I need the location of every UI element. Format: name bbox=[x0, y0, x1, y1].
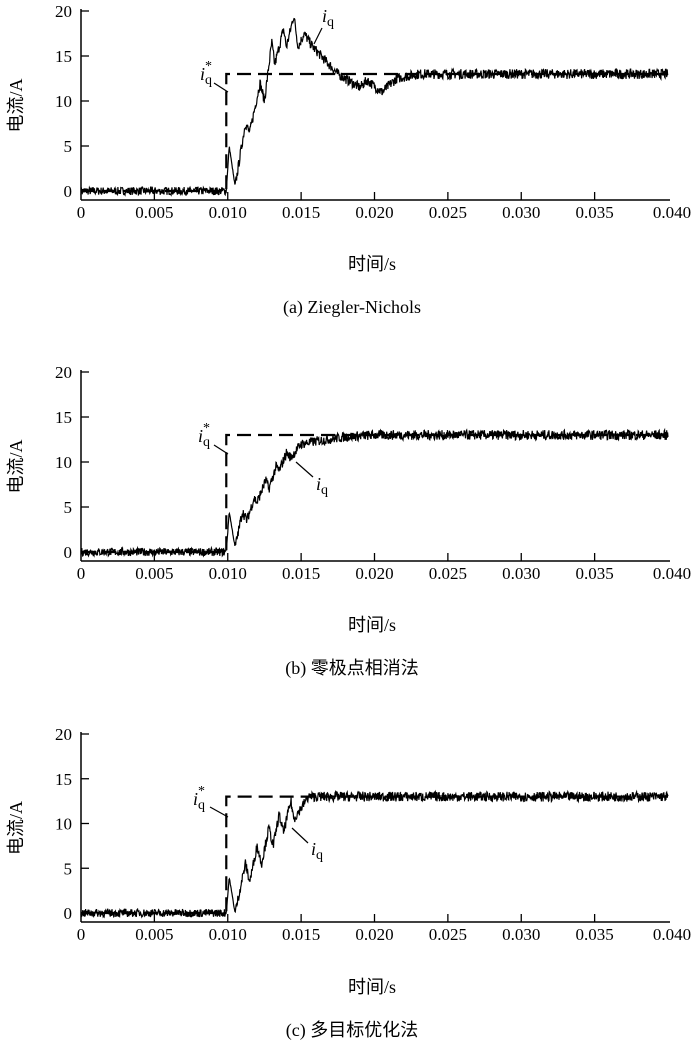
x-tick-label: 0.030 bbox=[502, 203, 540, 222]
x-tick-label: 0.005 bbox=[135, 203, 173, 222]
y-tick-label: 5 bbox=[64, 137, 73, 156]
x-tick-label: 0.010 bbox=[209, 203, 247, 222]
y-tick-label: 10 bbox=[55, 815, 72, 834]
iq-leader bbox=[295, 461, 314, 478]
x-tick-label: 0 bbox=[77, 203, 86, 222]
y-tick-label: 5 bbox=[64, 498, 73, 517]
iq-annotation: iq bbox=[316, 474, 328, 498]
x-axis-label: 时间/s bbox=[348, 977, 396, 997]
x-tick-label: 0.015 bbox=[282, 925, 320, 944]
y-tick-label: 10 bbox=[55, 453, 72, 472]
x-tick-label: 0.015 bbox=[282, 203, 320, 222]
y-tick-label: 0 bbox=[64, 543, 73, 562]
series-iq-line bbox=[80, 17, 669, 197]
y-tick-label: 0 bbox=[64, 182, 73, 201]
x-tick-label: 0.010 bbox=[209, 925, 247, 944]
x-tick-label: 0.030 bbox=[502, 564, 540, 583]
y-tick-label: 5 bbox=[64, 859, 73, 878]
subplot-b: 0 0.005 0.010 0.015 0.020 0.025 0.030 0.035 0.04… bbox=[6, 363, 691, 679]
series-iq-ref-line bbox=[81, 795, 668, 915]
x-tick-label: 0 bbox=[77, 925, 86, 944]
x-tick-label: 0.040 bbox=[653, 564, 691, 583]
subplot-caption: (a) Ziegler-Nichols bbox=[283, 297, 421, 318]
y-tick-label: 20 bbox=[55, 2, 72, 21]
x-tick-label: 0.015 bbox=[282, 564, 320, 583]
y-tick-label: 20 bbox=[55, 725, 72, 744]
subplot-caption: (b) 零极点相消法 bbox=[285, 658, 419, 679]
x-tick-label: 0 bbox=[77, 564, 86, 583]
x-tick-label: 0.005 bbox=[135, 925, 173, 944]
y-axis-label: 电流/A bbox=[6, 801, 26, 855]
iq-ref-annotation: iq* bbox=[200, 59, 212, 88]
series-iq-ref-line bbox=[81, 72, 668, 193]
iq-ref-leader bbox=[213, 82, 229, 93]
subplot-c: 0 0.005 0.010 0.015 0.020 0.025 0.030 0.035 0.04… bbox=[6, 725, 691, 1041]
x-tick-label: 0.020 bbox=[355, 564, 393, 583]
x-axis-label: 时间/s bbox=[348, 254, 396, 274]
iq-annotation: iq bbox=[322, 6, 334, 30]
y-axis-label: 电流/A bbox=[6, 78, 26, 132]
x-tick-label: 0.040 bbox=[653, 925, 691, 944]
iq-leader bbox=[291, 827, 309, 844]
x-tick-label: 0.025 bbox=[429, 564, 467, 583]
y-tick-label: 15 bbox=[55, 47, 72, 66]
iq-ref-leader bbox=[209, 806, 229, 818]
iq-ref-annotation: iq* bbox=[193, 784, 205, 813]
y-axis-label: 电流/A bbox=[6, 439, 26, 493]
x-tick-label: 0.035 bbox=[576, 203, 614, 222]
y-tick-label: 20 bbox=[55, 363, 72, 382]
x-tick-label: 0.035 bbox=[576, 925, 614, 944]
subplot-caption: (c) 多目标优化法 bbox=[286, 1020, 418, 1041]
x-tick-label: 0.025 bbox=[429, 925, 467, 944]
y-tick-label: 10 bbox=[55, 92, 72, 111]
x-tick-label: 0.020 bbox=[355, 203, 393, 222]
series-iq-line bbox=[80, 427, 669, 558]
x-tick-label: 0.020 bbox=[355, 925, 393, 944]
x-tick-label: 0.030 bbox=[502, 925, 540, 944]
x-axis-label: 时间/s bbox=[348, 615, 396, 635]
iq-annotation: iq bbox=[311, 839, 323, 863]
x-tick-label: 0.010 bbox=[209, 564, 247, 583]
x-tick-label: 0.025 bbox=[429, 203, 467, 222]
x-tick-label: 0.005 bbox=[135, 564, 173, 583]
y-tick-label: 15 bbox=[55, 770, 72, 789]
y-tick-label: 15 bbox=[55, 408, 72, 427]
iq-ref-annotation: iq* bbox=[198, 421, 210, 450]
x-tick-label: 0.040 bbox=[653, 203, 691, 222]
iq-leader bbox=[313, 27, 323, 45]
y-tick-label: 0 bbox=[64, 904, 73, 923]
x-tick-label: 0.035 bbox=[576, 564, 614, 583]
series-iq-line bbox=[80, 789, 669, 919]
subplot-a: 0 0.005 0.010 0.015 0.020 0.025 0.030 0.035 0.04… bbox=[6, 2, 691, 318]
series-iq-ref-line bbox=[81, 433, 668, 554]
iq-ref-leader bbox=[213, 444, 229, 455]
